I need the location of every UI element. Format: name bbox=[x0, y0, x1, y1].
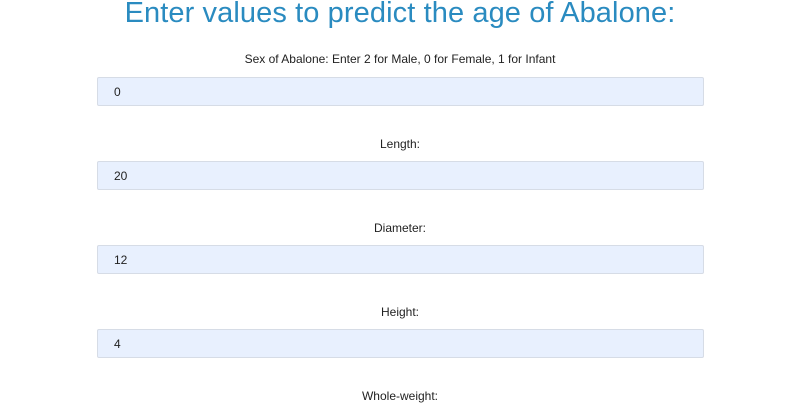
page-title: Enter values to predict the age of Abalo… bbox=[124, 0, 676, 29]
sex-input[interactable] bbox=[97, 77, 704, 106]
sex-label: Sex of Abalone: Enter 2 for Male, 0 for … bbox=[244, 52, 556, 66]
diameter-input[interactable] bbox=[97, 245, 704, 274]
length-label: Length: bbox=[379, 137, 421, 151]
length-input[interactable] bbox=[97, 161, 704, 190]
diameter-label: Diameter: bbox=[373, 221, 426, 235]
height-label: Height: bbox=[380, 305, 420, 319]
whole-weight-label: Whole-weight: bbox=[361, 389, 439, 403]
height-input[interactable] bbox=[97, 329, 704, 358]
